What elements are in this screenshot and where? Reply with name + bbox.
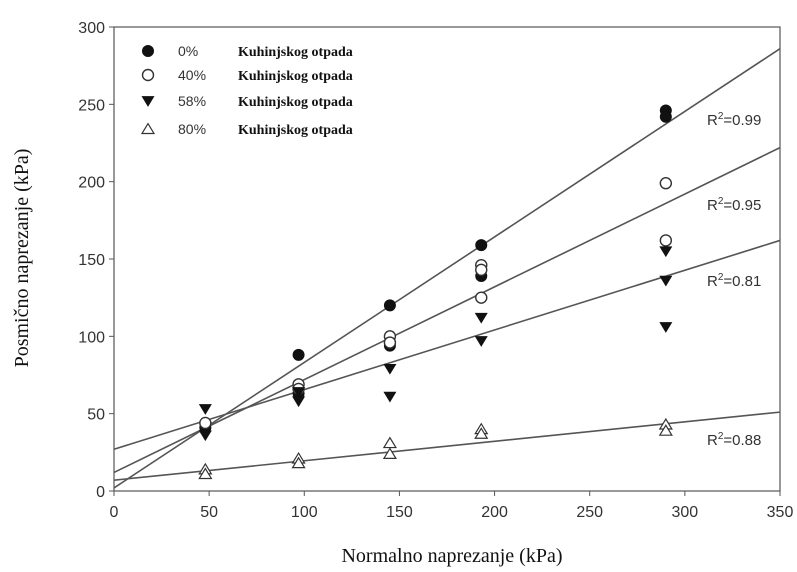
y-tick-label: 200 [78,175,105,192]
x-tick-label: 0 [110,504,119,521]
y-axis-title: Posmično naprezanje (kPa) [11,149,33,368]
x-tick-label: 100 [291,504,318,521]
legend-label-0pct: 0% [178,43,198,59]
data-point-40pct [199,416,212,430]
data-point-58pct [198,404,212,415]
data-point-58pct [198,430,212,442]
y-tick-label: 0 [96,484,105,501]
legend-text-80pct: Kuhinjskog otpada [238,123,353,138]
x-tick-label: 350 [767,504,794,521]
r2-label-80pct: R2=0.88 [707,431,761,449]
data-point-80pct [474,427,489,439]
x-tick-label: 200 [481,504,508,521]
data-point-0pct [383,299,396,312]
legend-label-40pct: 40% [178,67,206,83]
legend-marker-58pct [141,96,155,107]
legend-text-40pct: Kuhinjskog otpada [238,69,353,84]
data-point-58pct [383,391,397,403]
data-point-58pct [474,336,488,347]
data-point-58pct [383,363,397,375]
legend-marker-40pct [141,68,155,82]
legend-label-80pct: 80% [178,121,206,137]
legend-marker-80pct [140,122,156,135]
y-tick-label: 300 [78,20,105,37]
x-tick-label: 250 [576,504,603,521]
y-tick-label: 150 [78,252,105,269]
data-point-0pct [292,348,305,361]
r2-label-58pct: R2=0.81 [707,272,761,290]
r2-label-0pct: R2=0.99 [707,111,761,129]
data-point-80pct [658,424,673,436]
data-point-58pct [292,387,306,398]
x-tick-label: 50 [200,504,218,521]
data-point-80pct [198,467,213,480]
data-point-40pct [383,336,397,349]
data-point-58pct [659,246,673,258]
data-point-40pct [475,263,488,277]
y-tick-label: 100 [78,329,105,346]
r2-label-40pct: R2=0.95 [707,196,761,214]
x-axis-title: Normalno naprezanje (kPa) [341,545,562,567]
data-point-80pct [291,456,306,469]
fit-line-58pct [113,239,781,451]
y-tick-label: 250 [78,97,105,114]
x-tick-label: 300 [672,504,699,521]
data-point-58pct [659,322,673,333]
fit-line-40pct [113,146,781,474]
data-point-58pct [292,396,306,408]
data-point-80pct [382,447,397,459]
data-point-40pct [659,177,673,190]
data-point-80pct [382,436,397,449]
legend-text-58pct: Kuhinjskog otpada [238,95,353,110]
legend-label-58pct: 58% [178,93,206,109]
data-point-40pct [659,234,673,247]
y-tick-label: 50 [87,407,105,424]
x-tick-label: 150 [386,504,413,521]
data-point-40pct [475,291,488,304]
legend-background [124,38,384,144]
legend-text-0pct: Kuhinjskog otpada [238,45,353,60]
data-point-58pct [474,312,488,324]
data-point-0pct [659,110,672,123]
data-point-0pct [475,239,488,252]
legend-marker-0pct [142,45,154,57]
data-point-58pct [659,275,673,287]
